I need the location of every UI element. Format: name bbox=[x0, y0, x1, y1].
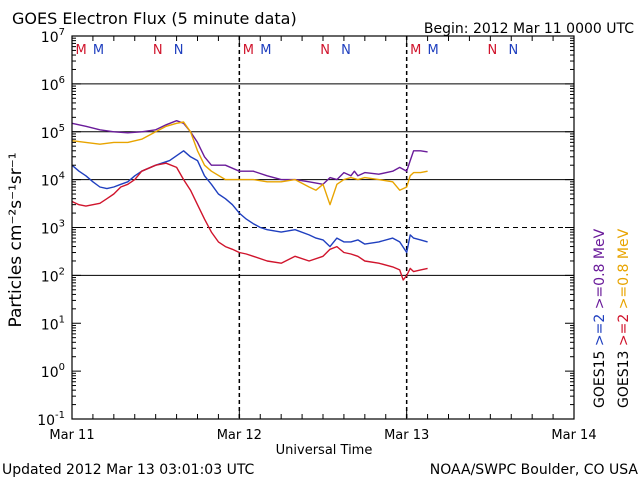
y-tick-label: 104 bbox=[41, 171, 65, 190]
legend-column: GOES15 >=2 >=0.8 MeV bbox=[592, 228, 608, 408]
chart-title: GOES Electron Flux (5 minute data) bbox=[12, 9, 297, 28]
y-tick-label: 106 bbox=[41, 75, 65, 94]
axis-layer: M M N N M M N N M M N N10-1100101102103104105106107… bbox=[37, 27, 596, 443]
satellite-marker: N bbox=[320, 43, 330, 58]
y-tick-label: 107 bbox=[41, 27, 65, 46]
satellite-marker: N bbox=[153, 43, 163, 58]
satellite-marker: M bbox=[75, 43, 86, 58]
y-tick-label: 100 bbox=[41, 362, 65, 381]
x-tick-label: Mar 11 bbox=[49, 428, 94, 443]
legend-entry: GOES13 bbox=[616, 351, 632, 408]
x-tick-label: Mar 13 bbox=[384, 428, 429, 443]
legend-entry: >=0.8 MeV bbox=[592, 228, 608, 313]
satellite-marker: M bbox=[260, 43, 271, 58]
x-axis-title: Universal Time bbox=[276, 443, 373, 458]
updated-timestamp: Updated 2012 Mar 13 03:01:03 UTC bbox=[2, 462, 255, 478]
y-tick-label: 10-1 bbox=[37, 410, 65, 429]
y-tick-label: 102 bbox=[41, 266, 65, 285]
data-source: NOAA/SWPC Boulder, CO USA bbox=[430, 462, 639, 478]
satellite-marker: M bbox=[243, 43, 254, 58]
y-tick-label: 105 bbox=[41, 123, 65, 142]
satellite-marker: N bbox=[174, 43, 184, 58]
satellite-marker: M bbox=[428, 43, 439, 58]
satellite-marker: M bbox=[410, 43, 421, 58]
series-line bbox=[71, 150, 428, 254]
series-line bbox=[71, 162, 428, 281]
legend-entry: >=2 bbox=[616, 314, 632, 351]
satellite-marker: N bbox=[341, 43, 351, 58]
y-tick-label: 103 bbox=[41, 219, 65, 238]
satellite-marker: N bbox=[488, 43, 498, 58]
legend-entry: >=2 bbox=[592, 314, 608, 351]
series-line bbox=[71, 119, 428, 186]
x-tick-label: Mar 12 bbox=[217, 428, 262, 443]
series-layer bbox=[71, 119, 428, 281]
series-line bbox=[71, 121, 428, 206]
x-tick-label: Mar 14 bbox=[551, 428, 596, 443]
legend-column: GOES13 >=2 >=0.8 MeV bbox=[616, 228, 632, 408]
satellite-marker: N bbox=[508, 43, 518, 58]
legend-entry: GOES15 bbox=[592, 351, 608, 408]
y-axis-title: Particles cm⁻²s⁻¹sr⁻¹ bbox=[6, 152, 26, 327]
legend-entry: >=0.8 MeV bbox=[616, 228, 632, 313]
y-tick-label: 101 bbox=[41, 314, 65, 333]
begin-label: Begin: 2012 Mar 11 0000 UTC bbox=[424, 21, 634, 37]
satellite-marker: M bbox=[93, 43, 104, 58]
